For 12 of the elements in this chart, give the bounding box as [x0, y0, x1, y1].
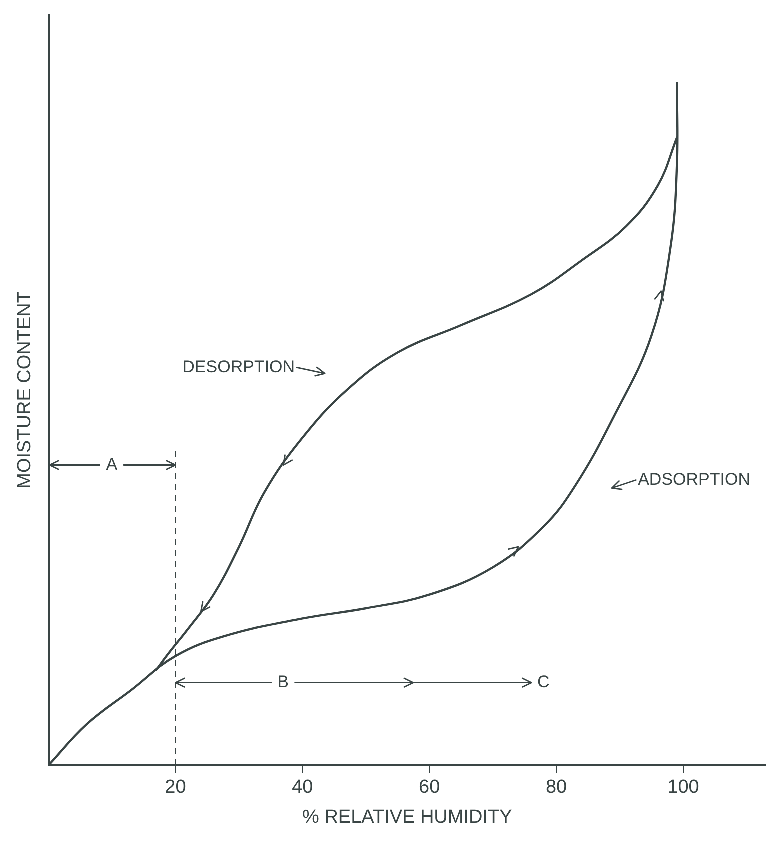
x-tick-label: 100	[668, 777, 700, 798]
annotation: B	[278, 672, 289, 692]
x-tick-label: 40	[292, 777, 314, 798]
x-tick-label: 80	[546, 777, 568, 798]
x-tick-label: 20	[165, 777, 186, 798]
annotation: ADSORPTION	[638, 470, 750, 489]
y-axis-title: MOISTURE CONTENT	[14, 291, 36, 489]
x-axis-title: % RELATIVE HUMIDITY	[302, 806, 513, 828]
annotation: DESORPTION	[182, 357, 296, 376]
x-tick-label: 60	[419, 777, 440, 798]
annotation: C	[538, 672, 550, 692]
annotation: A	[106, 454, 118, 474]
